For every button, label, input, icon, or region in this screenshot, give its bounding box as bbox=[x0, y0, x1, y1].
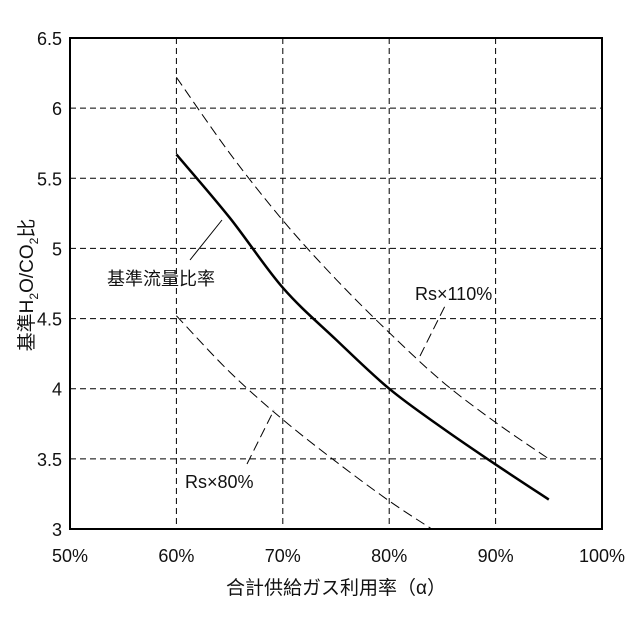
annotation-leader-110 bbox=[419, 303, 447, 357]
series-group bbox=[175, 76, 550, 530]
annotation-rs80: Rs×80% bbox=[185, 472, 254, 492]
annotation-rs110: Rs×110% bbox=[415, 284, 492, 304]
y-tick-label: 3.5 bbox=[37, 450, 62, 470]
annotation-leader-base bbox=[189, 219, 223, 261]
x-axis-label: 合計供給ガス利用率（α） bbox=[226, 577, 446, 599]
annotation-leader-80 bbox=[246, 409, 275, 465]
y-tick-label: 5.5 bbox=[37, 169, 62, 189]
series-line-2 bbox=[176, 315, 433, 530]
series-line-0 bbox=[175, 153, 550, 501]
y-tick-label: 6.5 bbox=[37, 29, 62, 49]
x-tick-label: 100% bbox=[579, 546, 625, 566]
tick-labels: 50% 60% 70% 80% 90% 100% 3 3.5 4 4.5 5 5.5 6 6.5 bbox=[37, 29, 625, 566]
y-tick-label: 6 bbox=[52, 99, 62, 119]
y-tick-label: 4 bbox=[52, 380, 62, 400]
y-tick-label: 4.5 bbox=[37, 310, 62, 330]
x-tick-label: 60% bbox=[158, 546, 194, 566]
x-tick-label: 70% bbox=[265, 546, 301, 566]
x-tick-label: 50% bbox=[52, 546, 88, 566]
annotation-base: 基準流量比率 bbox=[107, 269, 215, 289]
series-line-1 bbox=[175, 76, 550, 460]
y-axis-label: 基準H2O/CO2比 bbox=[16, 219, 41, 352]
y-tick-label: 5 bbox=[52, 239, 62, 259]
x-tick-label: 80% bbox=[371, 546, 407, 566]
x-tick-label: 90% bbox=[478, 546, 514, 566]
plot-frame bbox=[69, 37, 603, 530]
y-tick-label: 3 bbox=[52, 520, 62, 540]
grid bbox=[70, 38, 602, 529]
